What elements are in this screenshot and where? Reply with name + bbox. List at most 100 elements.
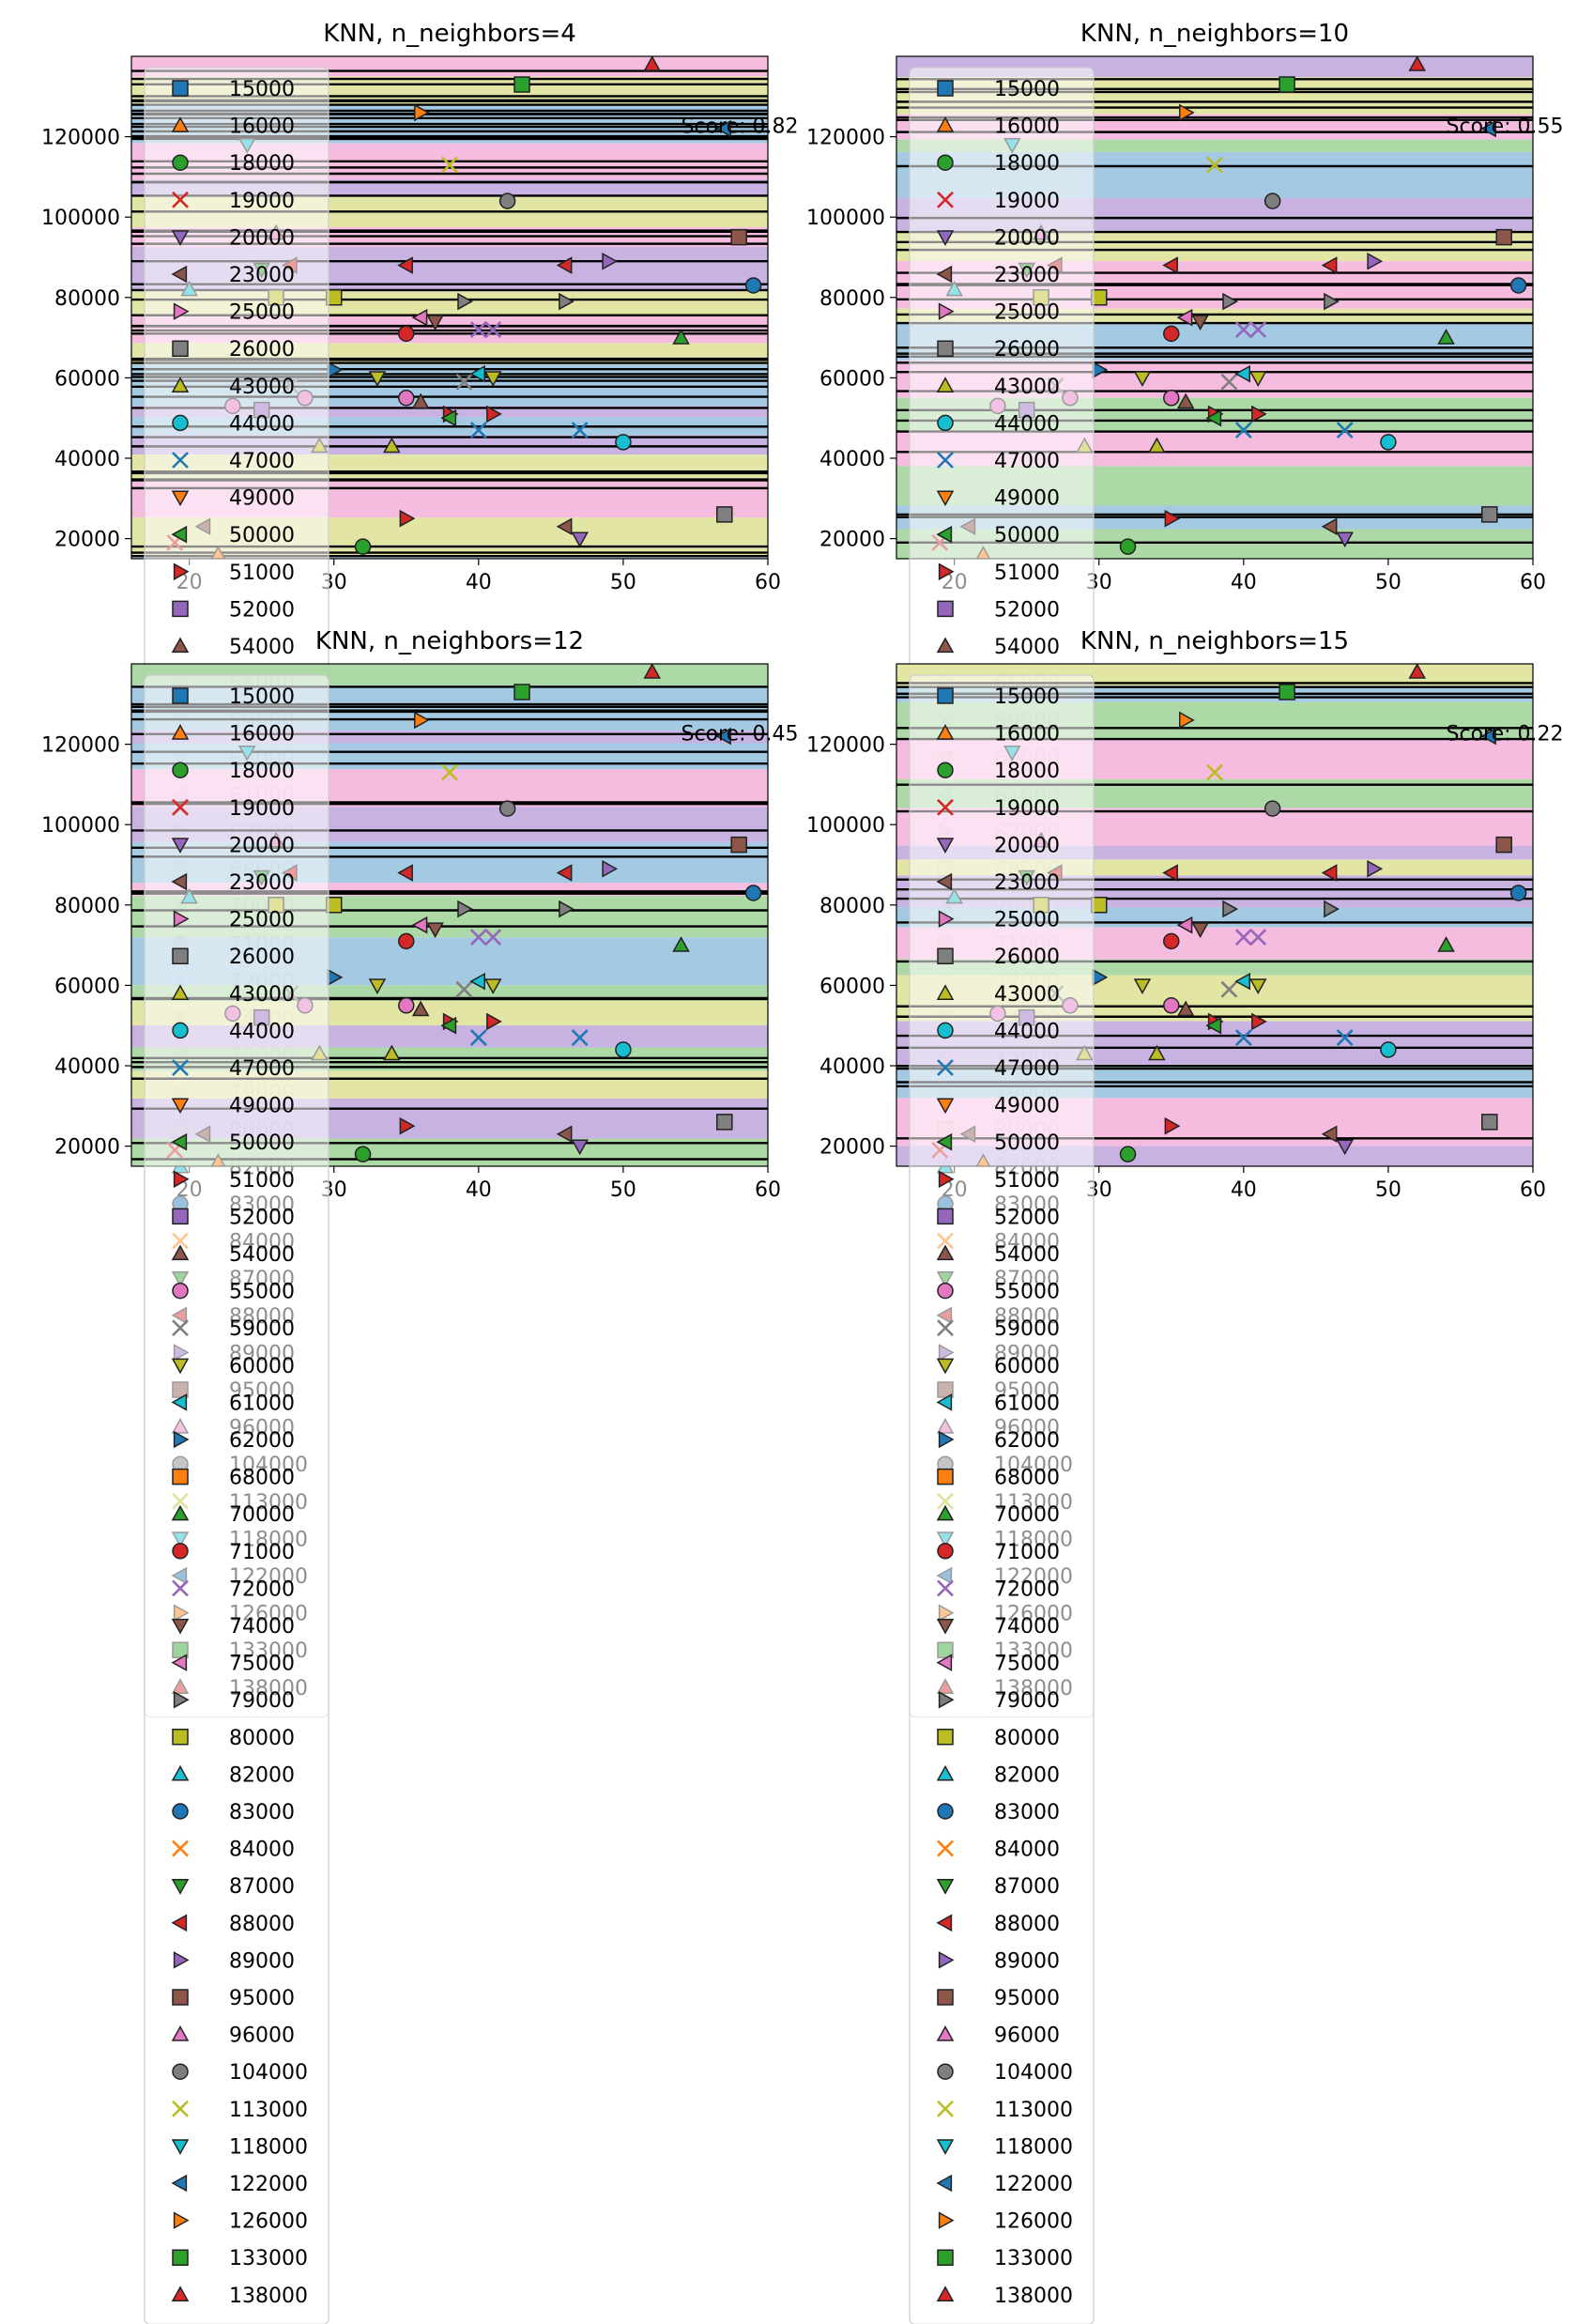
legend-entry: 26000 <box>994 946 1060 969</box>
legend-marker <box>173 1170 190 1189</box>
legend-marker <box>937 762 954 778</box>
legend-marker <box>938 1951 955 1969</box>
legend-marker <box>936 1244 955 1261</box>
data-point <box>1205 408 1222 427</box>
y-tick-label: 40000 <box>819 1055 885 1079</box>
data-point <box>1251 405 1267 423</box>
legend-marker <box>937 1319 954 1337</box>
data-point <box>1234 364 1250 383</box>
legend-entry: 26000 <box>994 338 1060 362</box>
legend-entry: 138000 <box>994 2285 1073 2308</box>
data-point <box>441 763 458 781</box>
data-point <box>440 408 457 427</box>
data-point <box>1509 885 1527 901</box>
legend-marker <box>173 1951 190 1969</box>
data-point <box>1222 900 1238 918</box>
legend-entry: 51000 <box>994 1169 1060 1193</box>
x-tick-label: 50 <box>1375 571 1402 594</box>
legend-marker <box>937 600 954 618</box>
legend-marker <box>936 1914 953 1932</box>
legend-entry: 71000 <box>229 1541 295 1564</box>
data-point <box>1163 390 1180 407</box>
data-point <box>1336 1139 1354 1156</box>
data-point <box>1324 292 1340 311</box>
legend-entry: 96000 <box>994 2024 1060 2048</box>
score-annotation: Score: 0.22 <box>1447 722 1564 746</box>
legend-entry: 126000 <box>994 2210 1073 2234</box>
data-point <box>1336 422 1354 439</box>
legend-entry: 126000 <box>229 2210 308 2234</box>
subplot-title: KNN, n_neighbors=10 <box>1080 20 1349 48</box>
legend-marker <box>938 302 955 320</box>
data-point <box>426 315 444 331</box>
data-point <box>397 864 413 882</box>
legend-marker <box>171 1879 190 1895</box>
data-point <box>1251 1012 1267 1031</box>
legend-marker <box>171 2286 190 2301</box>
data-point <box>1119 538 1137 555</box>
data-point <box>498 192 516 209</box>
legend-entry: 72000 <box>229 1578 295 1601</box>
data-point <box>643 664 662 679</box>
data-point <box>744 885 762 901</box>
legend-entry: 122000 <box>229 2173 308 2196</box>
legend-entry: 118000 <box>229 2135 308 2159</box>
legend-entry: 122000 <box>994 2173 1073 2196</box>
legend-marker <box>938 910 955 928</box>
legend-entry: 16000 <box>994 723 1060 746</box>
legend-marker <box>936 525 953 544</box>
data-point <box>1148 1044 1166 1061</box>
data-point <box>615 434 632 451</box>
data-point <box>1380 1041 1397 1058</box>
legend-marker <box>937 340 954 357</box>
data-point <box>1164 509 1181 528</box>
legend-entry: 71000 <box>994 1541 1060 1564</box>
data-point <box>469 1029 487 1046</box>
legend-marker <box>171 1618 190 1635</box>
legend-entry: 74000 <box>229 1615 295 1639</box>
y-tick-label: 20000 <box>819 1136 885 1160</box>
legend-entry: 88000 <box>994 1913 1060 1936</box>
data-point <box>1321 1125 1338 1144</box>
legend-entry: 133000 <box>229 2247 308 2270</box>
legend-entry: 50000 <box>994 1131 1060 1155</box>
legend-marker <box>937 1579 954 1597</box>
legend-entry: 84000 <box>229 1839 295 1862</box>
data-point <box>513 684 530 700</box>
data-point <box>559 292 574 311</box>
legend-marker <box>172 1989 189 2006</box>
data-point <box>556 517 573 536</box>
legend-entry: 113000 <box>229 2099 308 2122</box>
legend-entry: 54000 <box>229 636 295 659</box>
data-point <box>1367 253 1384 270</box>
data-point <box>426 922 444 939</box>
legend-marker <box>172 798 189 816</box>
data-point <box>602 253 619 270</box>
legend-marker <box>173 910 190 928</box>
legend-entry: 52000 <box>994 598 1060 622</box>
data-point <box>716 506 733 523</box>
legend-marker <box>937 452 954 469</box>
data-point <box>411 1000 430 1017</box>
legend-entry: 60000 <box>994 1355 1060 1378</box>
legend-marker <box>937 1208 954 1225</box>
data-point <box>1324 900 1340 918</box>
y-tick-label: 100000 <box>806 814 885 838</box>
legend-entry: 54000 <box>229 1243 295 1267</box>
subplot-knn-12: KNN, n_neighbors=12203040506020000400006… <box>41 627 799 2324</box>
legend-marker <box>171 724 190 740</box>
data-point <box>1164 1116 1181 1135</box>
data-point <box>469 929 487 946</box>
legend-entry: 83000 <box>229 1801 295 1824</box>
data-point <box>571 1139 589 1156</box>
legend-marker <box>171 490 190 507</box>
y-tick-label: 100000 <box>806 207 885 230</box>
data-point <box>1408 664 1427 679</box>
decision-region-band <box>131 557 768 559</box>
legend-marker <box>936 1132 953 1151</box>
axes-frame <box>130 663 769 1167</box>
legend-entry: 51000 <box>994 562 1060 585</box>
legend-marker <box>171 2025 190 2041</box>
legend-marker <box>172 1319 189 1337</box>
legend-entry: 43000 <box>229 376 295 399</box>
